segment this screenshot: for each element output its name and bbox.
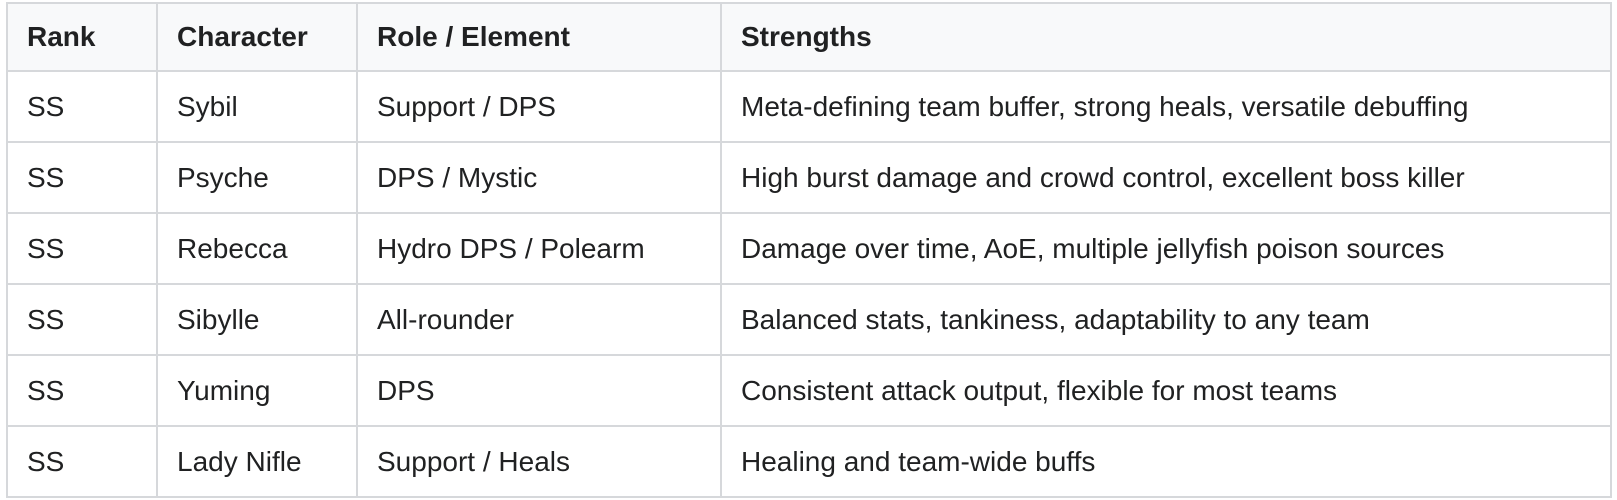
role-cell: Hydro DPS / Polearm bbox=[356, 212, 722, 285]
rank-cell: SS bbox=[6, 141, 158, 214]
table-row: SS Psyche DPS / Mystic High burst damage… bbox=[6, 141, 1612, 214]
role-cell: Support / DPS bbox=[356, 70, 722, 143]
rank-cell: SS bbox=[6, 283, 158, 356]
role-cell: DPS / Mystic bbox=[356, 141, 722, 214]
role-cell: DPS bbox=[356, 354, 722, 427]
table-row: SS Yuming DPS Consistent attack output, … bbox=[6, 354, 1612, 427]
strengths-cell: Consistent attack output, flexible for m… bbox=[720, 354, 1612, 427]
rank-cell: SS bbox=[6, 425, 158, 498]
rank-cell: SS bbox=[6, 212, 158, 285]
strengths-cell: High burst damage and crowd control, exc… bbox=[720, 141, 1612, 214]
strengths-cell: Meta-defining team buffer, strong heals,… bbox=[720, 70, 1612, 143]
character-cell: Rebecca bbox=[156, 212, 358, 285]
column-header-role: Role / Element bbox=[356, 2, 722, 72]
column-header-character: Character bbox=[156, 2, 358, 72]
character-cell: Lady Nifle bbox=[156, 425, 358, 498]
rank-cell: SS bbox=[6, 70, 158, 143]
strengths-cell: Healing and team-wide buffs bbox=[720, 425, 1612, 498]
table-row: SS Lady Nifle Support / Heals Healing an… bbox=[6, 425, 1612, 498]
column-header-strengths: Strengths bbox=[720, 2, 1612, 72]
character-cell: Yuming bbox=[156, 354, 358, 427]
header-row: Rank Character Role / Element Strengths bbox=[6, 2, 1612, 72]
tier-list-table: Rank Character Role / Element Strengths … bbox=[6, 2, 1612, 498]
strengths-cell: Damage over time, AoE, multiple jellyfis… bbox=[720, 212, 1612, 285]
character-cell: Psyche bbox=[156, 141, 358, 214]
table-row: SS Rebecca Hydro DPS / Polearm Damage ov… bbox=[6, 212, 1612, 285]
character-cell: Sybil bbox=[156, 70, 358, 143]
rank-cell: SS bbox=[6, 354, 158, 427]
column-header-rank: Rank bbox=[6, 2, 158, 72]
role-cell: Support / Heals bbox=[356, 425, 722, 498]
role-cell: All-rounder bbox=[356, 283, 722, 356]
character-cell: Sibylle bbox=[156, 283, 358, 356]
table-row: SS Sybil Support / DPS Meta-defining tea… bbox=[6, 70, 1612, 143]
strengths-cell: Balanced stats, tankiness, adaptability … bbox=[720, 283, 1612, 356]
table-row: SS Sibylle All-rounder Balanced stats, t… bbox=[6, 283, 1612, 356]
